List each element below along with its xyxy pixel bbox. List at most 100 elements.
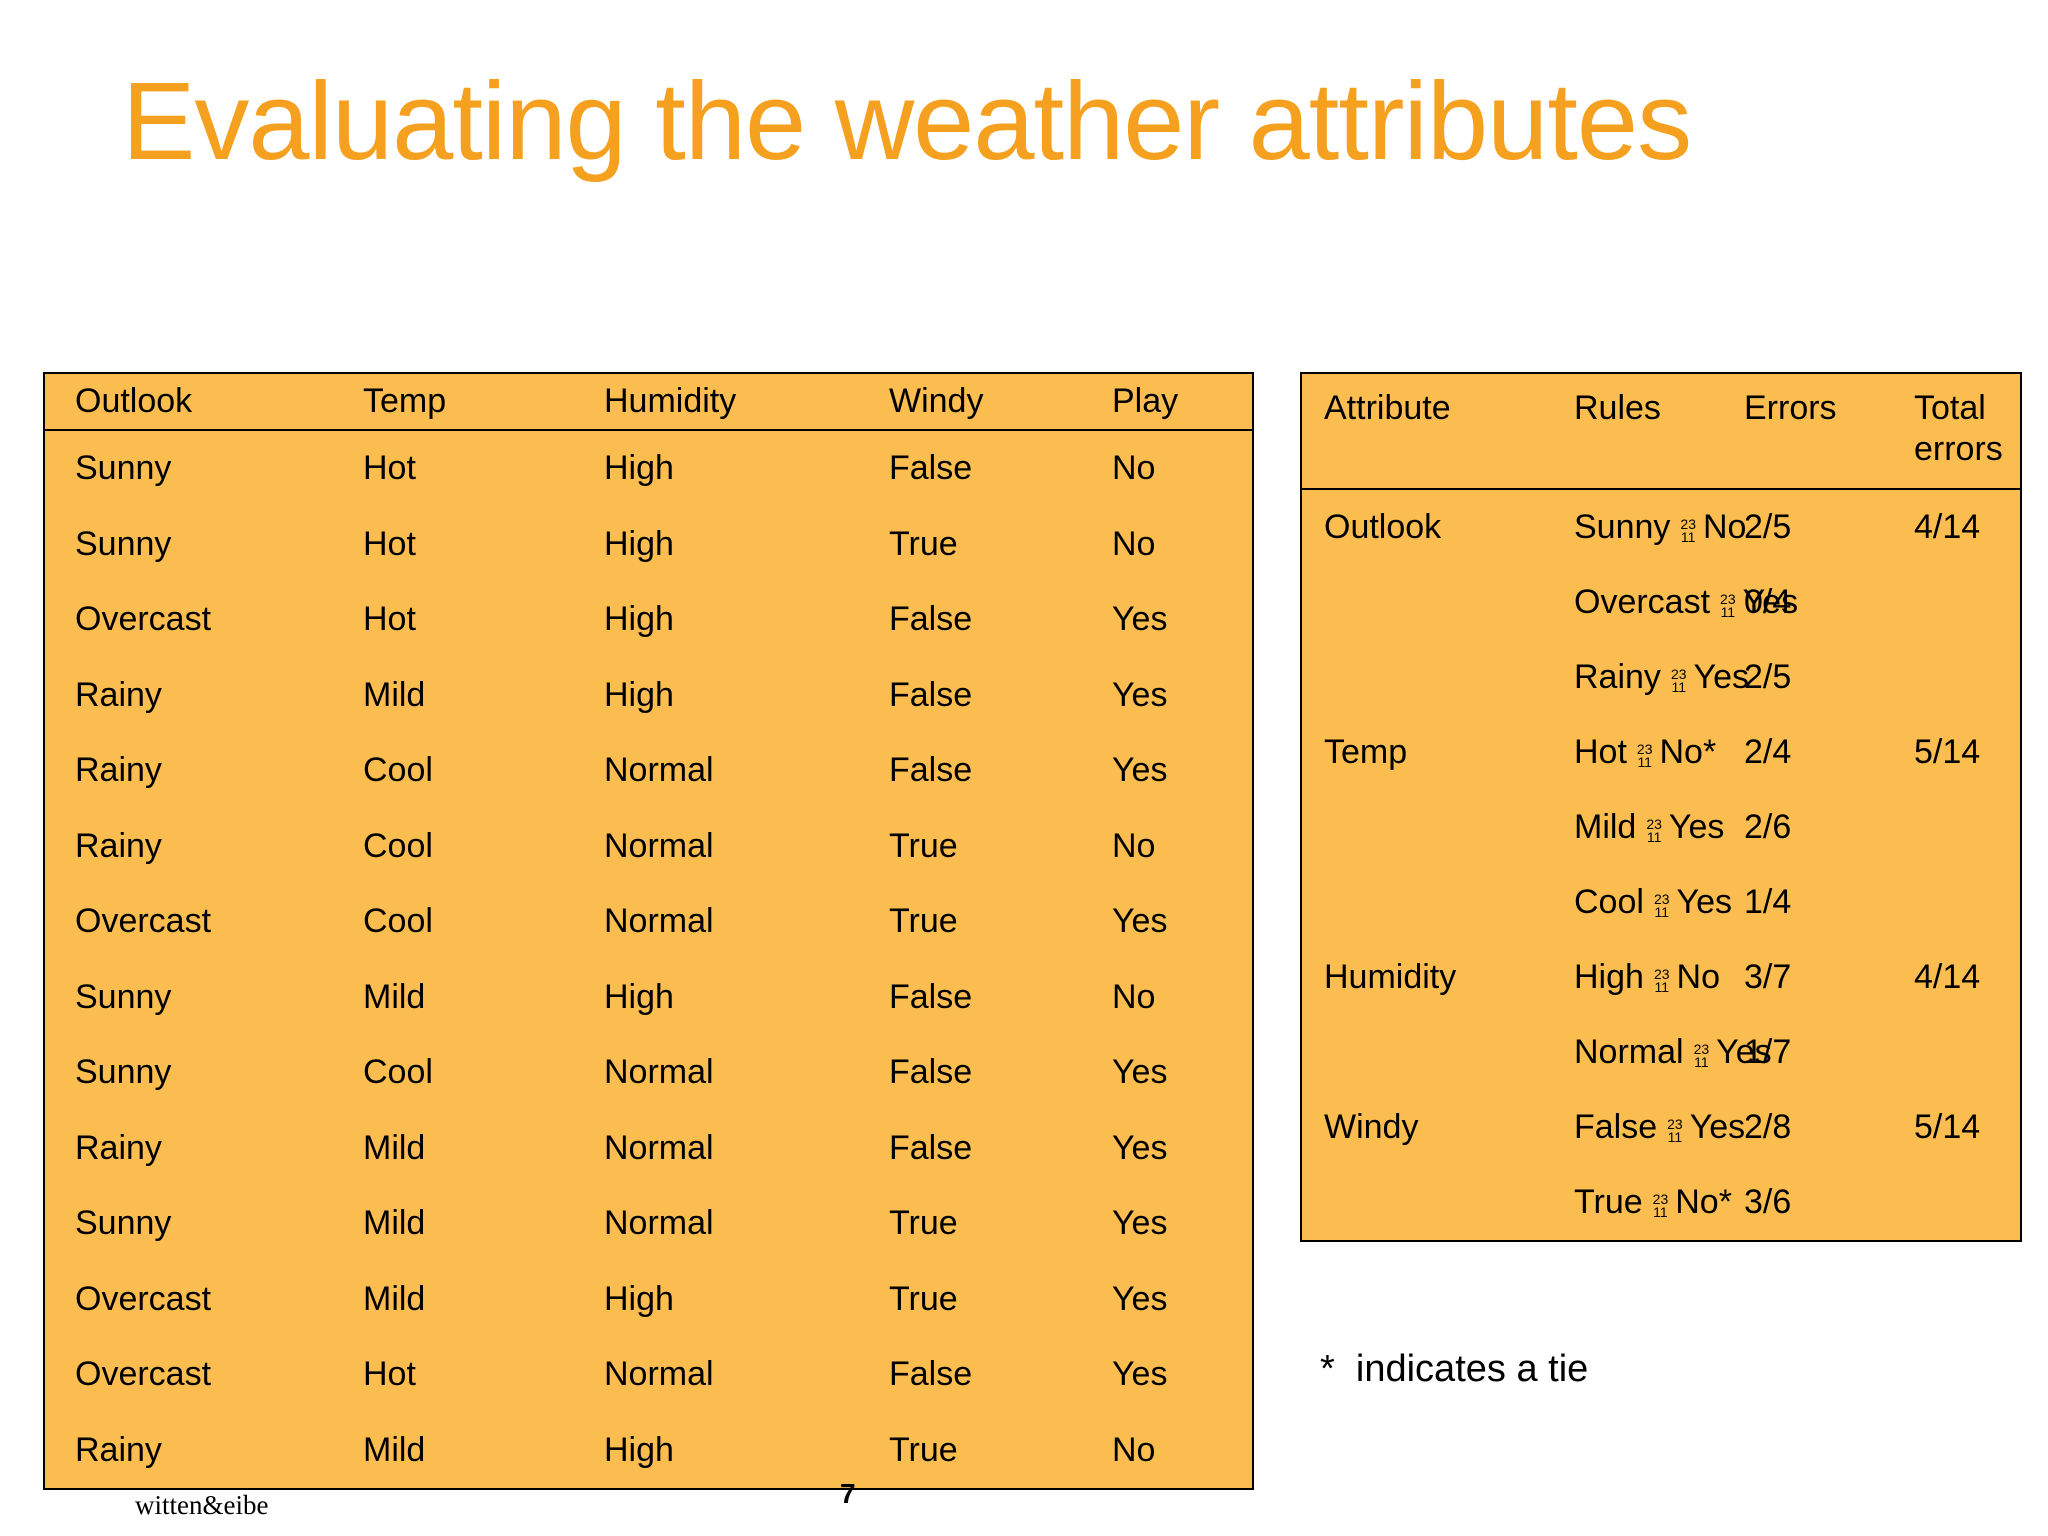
table-row: Rainy Cool Normal True No: [45, 809, 1252, 885]
weather-cell: Cool: [363, 1053, 433, 1092]
glyph-bottom: 11: [1654, 904, 1669, 920]
weather-col-header: Windy: [889, 382, 984, 420]
weather-cell: False: [889, 449, 973, 488]
weather-cell: False: [889, 675, 973, 714]
table-row: Humidity High 23 11 No 3/7 4/14: [1302, 940, 2020, 1015]
weather-table: Outlook Temp Humidity Windy Play Sunny Hot Hig…: [43, 372, 1254, 1490]
rule-arrow-glyph: 23 11: [1653, 1192, 1669, 1220]
table-row: Overcast Mild High True Yes: [45, 1262, 1252, 1338]
rule-text: Normal 23 11 Yes: [1552, 1033, 1772, 1072]
weather-cell: Mild: [363, 1279, 426, 1318]
rule-arrow-glyph: 23 11: [1670, 665, 1687, 695]
glyph-bottom: 11: [1671, 679, 1686, 695]
tie-footnote: * indicates a tie: [1320, 1348, 1589, 1390]
table-row: Sunny Cool Normal False Yes: [45, 1035, 1252, 1111]
rule-errors: 1/7: [1744, 1033, 1792, 1071]
weather-cell: True: [889, 1204, 958, 1243]
glyph-bottom: 11: [1637, 754, 1652, 770]
page-title: Evaluating the weather attributes: [122, 60, 1692, 183]
weather-table-body: Sunny Hot High False No Sunny Hot High True No Ove…: [45, 431, 1252, 1488]
weather-cell: Normal: [604, 826, 714, 865]
weather-cell: Normal: [604, 1204, 714, 1243]
weather-cell: Overcast: [75, 600, 212, 639]
weather-cell: Yes: [1112, 1053, 1168, 1092]
rule-arrow-glyph: 23 11: [1667, 1117, 1683, 1145]
glyph-top: 23: [1670, 665, 1687, 682]
weather-cell: Mild: [363, 675, 426, 714]
table-row: Mild 23 11 Yes 2/6: [1302, 790, 2020, 865]
rule-lhs: Hot: [1574, 733, 1627, 771]
weather-cell: Yes: [1112, 675, 1168, 714]
weather-cell: No: [1112, 1430, 1156, 1469]
rules-table-header: Attribute Rules Errors Total errors: [1302, 374, 2020, 490]
rule-text: Mild 23 11 Yes: [1552, 808, 1725, 847]
rule-lhs: Mild: [1574, 808, 1637, 846]
rule-lhs: Sunny: [1574, 508, 1671, 546]
weather-cell: Yes: [1112, 1204, 1168, 1243]
weather-cell: Cool: [363, 751, 433, 790]
rule-errors: 2/5: [1744, 508, 1792, 546]
weather-cell: Sunny: [75, 449, 172, 488]
rule-rhs: Yes: [1716, 1033, 1772, 1071]
table-row: Normal 23 11 Yes 1/7: [1302, 1015, 2020, 1090]
weather-cell: False: [889, 600, 973, 639]
rule-arrow-glyph: 23 11: [1636, 740, 1653, 770]
weather-cell: High: [604, 675, 674, 714]
weather-cell: Yes: [1112, 1128, 1168, 1167]
rule-rhs: Yes: [1676, 883, 1732, 921]
glyph-top: 23: [1646, 815, 1662, 832]
weather-cell: Rainy: [75, 1128, 162, 1167]
weather-cell: Hot: [363, 600, 416, 639]
table-row: Sunny Hot High True No: [45, 507, 1252, 583]
weather-cell: True: [889, 1430, 958, 1469]
weather-cell: High: [604, 524, 674, 563]
rule-errors: 2/5: [1744, 658, 1792, 696]
rule-lhs: High: [1574, 958, 1644, 996]
table-row: Sunny Mild High False No: [45, 960, 1252, 1036]
weather-cell: Yes: [1112, 902, 1168, 941]
rule-attribute: Temp: [1324, 733, 1408, 771]
table-row: Rainy Mild Normal False Yes: [45, 1111, 1252, 1187]
rules-table-body: Outlook Sunny 23 11 No 2/5 4/14 Overcast 23 11 Yes…: [1302, 490, 2020, 1240]
table-row: Rainy Cool Normal False Yes: [45, 733, 1252, 809]
weather-cell: Overcast: [75, 1279, 212, 1318]
weather-cell: Hot: [363, 449, 416, 488]
table-row: Sunny Mild Normal True Yes: [45, 1186, 1252, 1262]
rule-text: High 23 11 No: [1552, 958, 1722, 997]
rule-rhs: No: [1702, 508, 1747, 546]
weather-cell: Mild: [363, 1128, 426, 1167]
weather-cell: True: [889, 826, 958, 865]
table-row: Cool 23 11 Yes 1/4: [1302, 865, 2020, 940]
weather-cell: Hot: [363, 1355, 416, 1394]
rule-rhs: Yes: [1689, 1108, 1746, 1146]
table-row: Windy False 23 11 Yes 2/8 5/14: [1302, 1090, 2020, 1165]
weather-cell: High: [604, 449, 674, 488]
weather-cell: Normal: [604, 1053, 714, 1092]
rules-table: Attribute Rules Errors Total errors Outlook…: [1300, 372, 2022, 1242]
weather-cell: Normal: [604, 1128, 714, 1167]
glyph-top: 23: [1636, 740, 1653, 757]
rule-text: False 23 11 Yes: [1552, 1108, 1745, 1147]
table-row: Rainy 23 11 Yes 2/5: [1302, 640, 2020, 715]
weather-table-header: Outlook Temp Humidity Windy Play: [45, 374, 1252, 431]
rule-text: True 23 11 No*: [1552, 1183, 1732, 1222]
glyph-top: 23: [1720, 590, 1736, 607]
weather-cell: Mild: [363, 1430, 426, 1469]
weather-cell: True: [889, 902, 958, 941]
rule-rhs: Yes: [1668, 808, 1725, 846]
rule-total-errors: 4/14: [1914, 508, 1981, 546]
weather-cell: Overcast: [75, 1355, 212, 1394]
weather-cell: No: [1112, 977, 1156, 1016]
rule-lhs: Overcast: [1574, 583, 1711, 621]
rules-col-header: Attribute: [1324, 389, 1451, 427]
rule-arrow-glyph: 23 11: [1646, 815, 1662, 845]
weather-cell: High: [604, 1279, 674, 1318]
rule-text: Hot 23 11 No*: [1552, 733, 1722, 772]
rule-lhs: False: [1574, 1108, 1658, 1146]
rule-arrow-glyph: 23 11: [1720, 590, 1736, 620]
weather-cell: High: [604, 977, 674, 1016]
rule-arrow-glyph: 23 11: [1694, 1042, 1710, 1070]
weather-cell: Mild: [363, 977, 426, 1016]
rules-col-header: Total errors: [1914, 389, 2003, 469]
glyph-bottom: 11: [1646, 829, 1662, 845]
